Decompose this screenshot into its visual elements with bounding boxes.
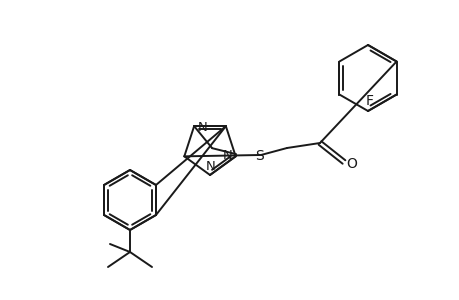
- Text: F: F: [365, 94, 373, 108]
- Text: O: O: [346, 157, 357, 171]
- Text: N: N: [197, 121, 207, 134]
- Text: N: N: [206, 160, 215, 173]
- Text: N: N: [222, 149, 232, 162]
- Text: S: S: [255, 149, 264, 163]
